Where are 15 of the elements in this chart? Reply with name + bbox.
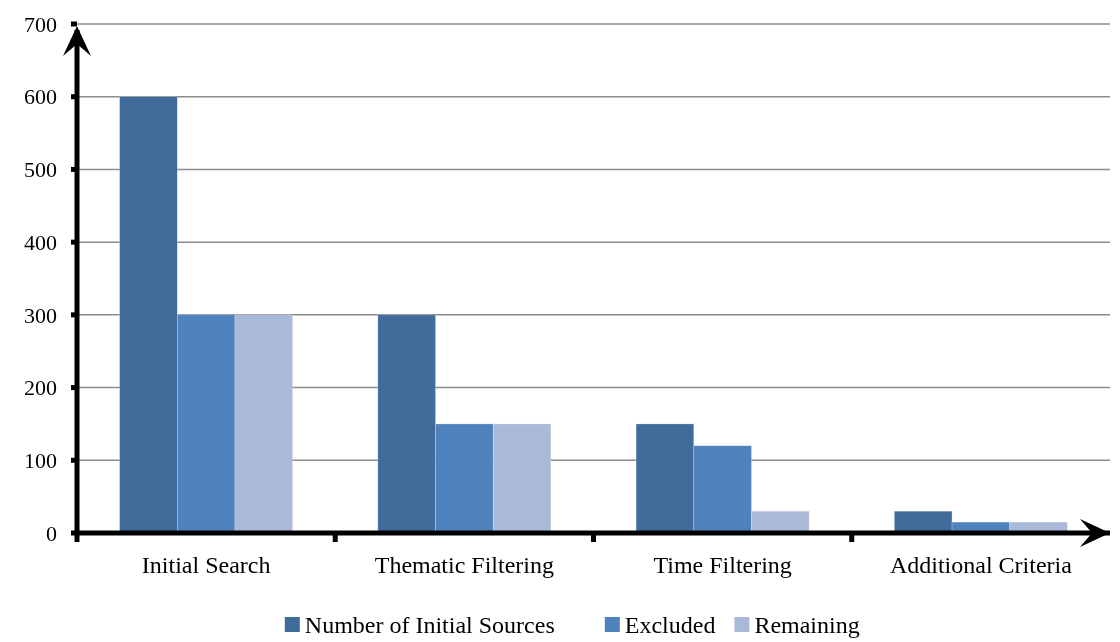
x-tick-label: Initial Search <box>141 552 271 578</box>
x-tick-label: Thematic Filtering <box>374 552 555 578</box>
legend-label: Number of Initial Sources <box>304 612 555 639</box>
y-tick-label: 700 <box>24 11 57 37</box>
y-tick-label: 100 <box>24 447 57 473</box>
y-tick-label: 0 <box>46 520 57 546</box>
x-tick-label: Time Filtering <box>653 552 792 578</box>
legend-label: Remaining <box>754 612 860 639</box>
y-tick-label: 500 <box>24 157 57 183</box>
x-tick-label: Additional Criteria <box>889 552 1073 578</box>
legend-label: Excluded <box>624 612 716 639</box>
y-tick-label: 400 <box>24 229 57 255</box>
y-tick-label: 300 <box>24 302 57 328</box>
y-tick-label: 200 <box>24 375 57 401</box>
y-tick-label: 600 <box>24 84 57 110</box>
